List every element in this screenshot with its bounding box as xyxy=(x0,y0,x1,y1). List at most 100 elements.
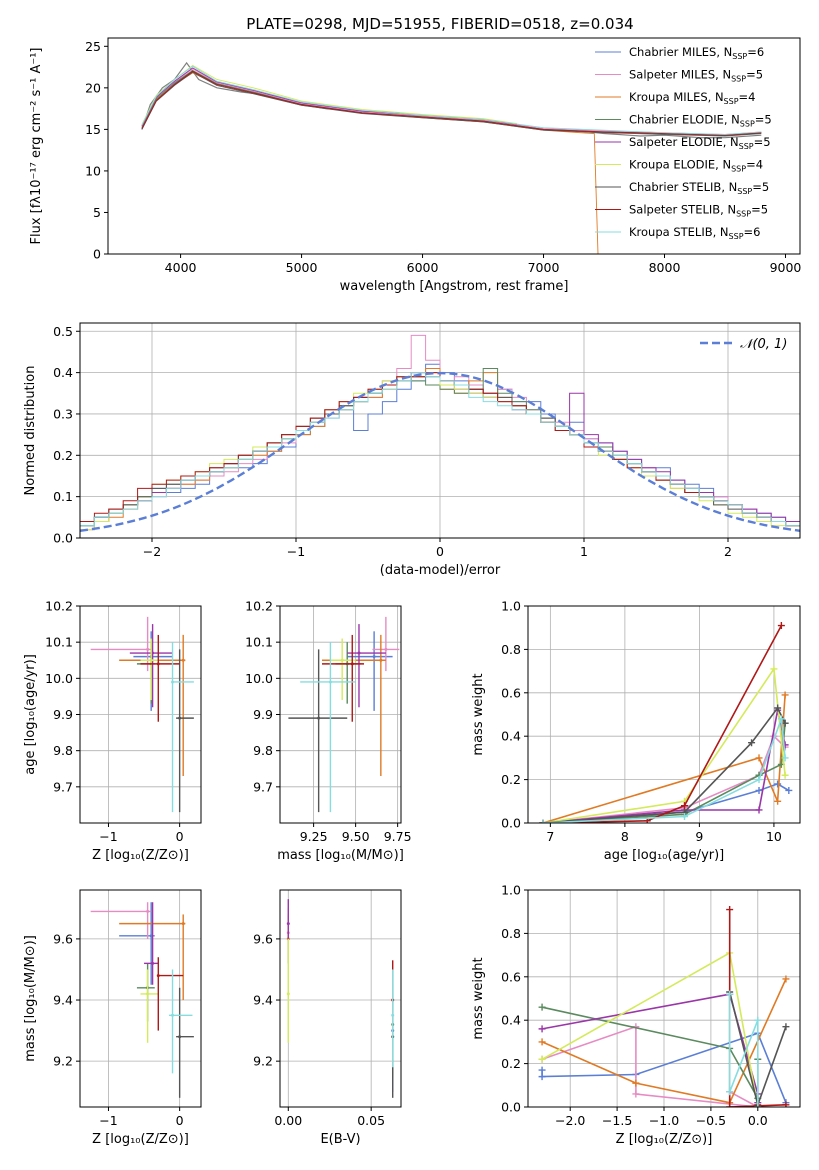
plot-area xyxy=(90,902,194,1098)
x-tick-label: 0 xyxy=(176,1113,184,1128)
y-tick-label: 0.4 xyxy=(501,1013,521,1028)
x-tick-label: 1 xyxy=(580,544,588,559)
plot-area xyxy=(90,616,194,813)
y-axis-label: Normed distribution xyxy=(23,366,38,496)
y-tick-label: 9.6 xyxy=(53,931,73,946)
axes-mass-vs-EBV: 0.00 0.05 9.2 9.4 9.6 E(B-V) xyxy=(253,889,402,1147)
data-marker xyxy=(785,786,793,794)
axes-weight-vs-Z: −2.0 −1.5 −1.0 −0.5 0.0 0.0 0.2 0.4 0.6 0.8 1.0 Z [… xyxy=(471,883,801,1147)
axes-frame xyxy=(107,37,801,255)
x-axis-label: age [log₁₀(age/yr)] xyxy=(604,848,725,863)
data-point xyxy=(357,651,361,655)
x-tick-label: −2 xyxy=(143,544,161,559)
x-tick-label: 7000 xyxy=(528,260,560,275)
data-marker xyxy=(782,1023,790,1031)
y-tick-label: 9.6 xyxy=(253,931,273,946)
y-tick-label: 10.2 xyxy=(45,599,73,614)
data-marker xyxy=(777,622,785,630)
data-marker xyxy=(538,1003,546,1011)
y-tick-label: 10.0 xyxy=(245,671,273,686)
y-tick-label: 9.8 xyxy=(53,743,73,758)
y-tick-label: 0.0 xyxy=(501,816,521,831)
y-tick-label: 0.0 xyxy=(53,531,73,546)
y-tick-label: 9.9 xyxy=(53,707,73,722)
data-point xyxy=(328,680,332,684)
x-tick-label: −1 xyxy=(99,1113,117,1128)
x-tick-label: 9.50 xyxy=(342,829,370,844)
axes-frame xyxy=(527,605,801,824)
legend-entry: Salpeter STELIB, NSSP=5 xyxy=(629,203,768,219)
x-tick-label: 0.0 xyxy=(748,1113,768,1128)
legend-entry: Kroupa STELIB, NSSP=6 xyxy=(629,225,760,241)
normal-curve xyxy=(80,371,800,532)
data-marker xyxy=(748,739,756,747)
x-tick-label: 9 xyxy=(695,829,703,844)
data-point xyxy=(156,662,160,666)
data-marker xyxy=(680,812,688,820)
x-axis-label: mass [log₁₀(M/M⊙)] xyxy=(277,848,404,863)
y-tick-label: 0.4 xyxy=(53,365,73,380)
legend-entry: Salpeter MILES, NSSP=5 xyxy=(629,68,763,84)
y-tick-label: 25 xyxy=(85,39,101,54)
axes-weight-vs-age: 7 8 9 10 0.0 0.2 0.4 0.6 0.8 1.0 age [log₁₀(age/yr… xyxy=(471,599,801,863)
series-line xyxy=(542,723,786,823)
x-tick-label: −2.0 xyxy=(555,1113,585,1128)
data-marker xyxy=(781,741,789,749)
data-marker xyxy=(538,1073,546,1081)
data-marker xyxy=(726,990,734,998)
x-axis-label: Z [log₁₀(Z/Z⊙)] xyxy=(616,1132,713,1147)
data-marker xyxy=(632,1079,640,1087)
y-tick-label: 9.4 xyxy=(253,993,273,1008)
data-marker xyxy=(538,1038,546,1046)
y-tick-label: 0.2 xyxy=(53,448,73,463)
series-line xyxy=(541,1025,759,1107)
x-tick-label: −1 xyxy=(287,544,305,559)
y-tick-label: 0.8 xyxy=(501,642,521,657)
data-point xyxy=(146,992,150,996)
axes-age-vs-mass: 9.25 9.50 9.75 9.7 9.8 9.9 10.0 10.1 10.2 mass [l… xyxy=(245,599,411,864)
data-marker xyxy=(770,665,778,673)
data-marker xyxy=(755,754,763,762)
x-tick-label: 0.00 xyxy=(274,1113,302,1128)
y-tick-label: 9.8 xyxy=(253,743,273,758)
data-marker xyxy=(538,1025,546,1033)
x-tick-label: −1.0 xyxy=(649,1113,679,1128)
x-tick-label: 4000 xyxy=(165,260,197,275)
axes-mass-vs-Z: −1 0 9.2 9.4 9.6 Z [log₁₀(Z/Z⊙)] mass [log₁₀(M… xyxy=(23,889,202,1147)
y-tick-label: 9.4 xyxy=(53,993,73,1008)
plot-area xyxy=(538,906,790,1107)
data-marker xyxy=(774,780,782,788)
y-tick-label: 9.7 xyxy=(53,779,73,794)
data-point xyxy=(151,961,155,965)
x-tick-label: 2 xyxy=(724,544,732,559)
y-tick-label: 1.0 xyxy=(501,883,521,898)
y-tick-label: 1.0 xyxy=(501,599,521,614)
data-point xyxy=(379,658,383,662)
series-line xyxy=(728,994,759,1107)
y-tick-label: 9.2 xyxy=(253,1054,273,1069)
data-marker xyxy=(680,802,688,810)
x-tick-label: −1.5 xyxy=(602,1113,632,1128)
y-tick-label: 9.9 xyxy=(253,707,273,722)
data-marker xyxy=(754,1103,762,1107)
series-line xyxy=(542,625,783,823)
data-point xyxy=(384,647,388,651)
y-axis-label: Flux [fλ10⁻¹⁷ erg cm⁻² s⁻¹ A⁻¹] xyxy=(29,48,44,245)
data-point xyxy=(178,716,182,720)
x-tick-label: 9000 xyxy=(770,260,802,275)
data-marker xyxy=(539,819,547,823)
axes-frame xyxy=(279,889,402,1108)
data-marker xyxy=(632,1090,640,1098)
y-tick-label: 10.1 xyxy=(45,635,73,650)
x-tick-label: 7 xyxy=(546,829,554,844)
y-tick-label: 0 xyxy=(93,247,101,262)
series-line xyxy=(728,909,786,1107)
data-point xyxy=(146,647,150,651)
y-axis-label: mass weight xyxy=(471,673,486,755)
data-marker xyxy=(782,1101,790,1107)
x-axis-label: E(B-V) xyxy=(320,1132,360,1147)
x-tick-label: 8 xyxy=(621,829,629,844)
legend-entry: Kroupa MILES, NSSP=4 xyxy=(629,90,755,106)
x-axis-label: (data-model)/error xyxy=(380,563,501,578)
